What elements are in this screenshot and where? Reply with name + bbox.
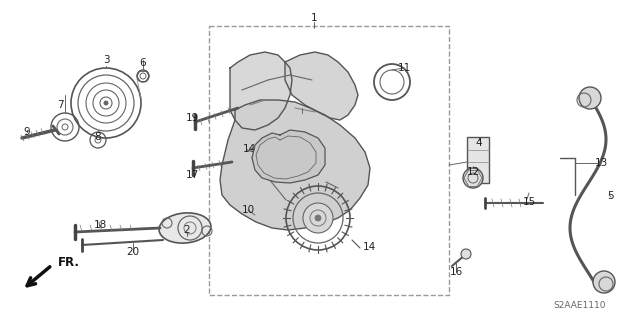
Text: 10: 10 <box>241 205 255 215</box>
Text: 1: 1 <box>310 13 317 23</box>
Text: 17: 17 <box>186 170 198 180</box>
Text: 5: 5 <box>608 191 614 201</box>
Bar <box>467 137 489 183</box>
Text: 2: 2 <box>184 225 190 235</box>
Circle shape <box>579 87 601 109</box>
Text: 13: 13 <box>595 158 607 168</box>
Text: 7: 7 <box>57 100 63 110</box>
Circle shape <box>461 249 471 259</box>
Text: 3: 3 <box>102 55 109 65</box>
Circle shape <box>463 168 483 188</box>
Text: 14: 14 <box>362 242 376 252</box>
Text: 20: 20 <box>127 247 140 257</box>
Polygon shape <box>285 52 358 120</box>
Text: 14: 14 <box>243 144 255 154</box>
Circle shape <box>303 203 333 233</box>
Text: 18: 18 <box>93 220 107 230</box>
Text: 4: 4 <box>476 138 483 148</box>
Circle shape <box>315 215 321 221</box>
Circle shape <box>593 271 615 293</box>
Polygon shape <box>220 100 370 230</box>
Text: 15: 15 <box>522 197 536 207</box>
Bar <box>209 26 449 295</box>
Circle shape <box>104 101 108 105</box>
Text: S2AAE1110: S2AAE1110 <box>554 300 606 309</box>
Text: FR.: FR. <box>58 256 80 269</box>
Text: 16: 16 <box>449 267 463 277</box>
Polygon shape <box>230 52 292 130</box>
Ellipse shape <box>159 213 211 243</box>
Text: 9: 9 <box>24 127 30 137</box>
Text: 8: 8 <box>95 132 101 142</box>
Text: 6: 6 <box>140 58 147 68</box>
Text: 19: 19 <box>186 113 198 123</box>
Polygon shape <box>252 130 325 183</box>
Text: 11: 11 <box>397 63 411 73</box>
Text: 12: 12 <box>467 167 479 177</box>
